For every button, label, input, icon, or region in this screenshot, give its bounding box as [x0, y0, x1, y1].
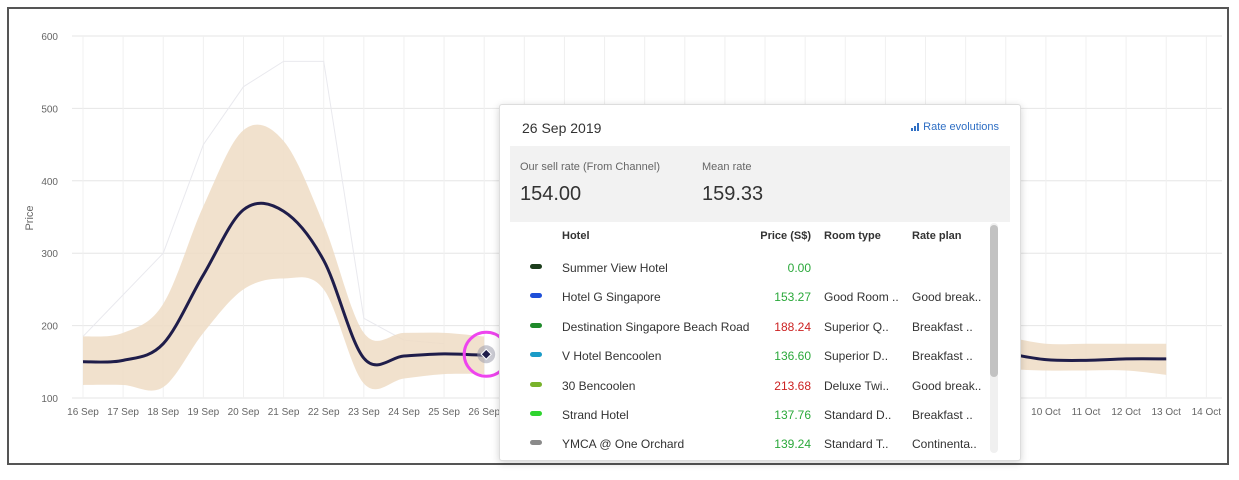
y-tick-label: 300 [41, 249, 58, 260]
y-axis-label: Price [24, 205, 36, 230]
hotel-price: 213.68 [774, 378, 811, 393]
x-tick-label: 22 Sep [308, 407, 340, 418]
hotel-price: 136.60 [774, 349, 811, 364]
room-type: Standard D.. [824, 408, 892, 422]
x-tick-label: 20 Sep [228, 407, 260, 418]
hotel-name: 30 Bencoolen [562, 378, 636, 393]
room-type: Good Room .. [824, 290, 899, 305]
x-tick-label: 23 Sep [348, 407, 380, 418]
mean-rate-label: Mean rate [702, 161, 752, 173]
x-tick-label: 10 Oct [1031, 407, 1061, 418]
y-tick-label: 100 [41, 394, 58, 405]
x-tick-label: 21 Sep [268, 407, 300, 418]
table-scrollbar[interactable] [990, 223, 998, 453]
room-type: Standard T.. [824, 437, 889, 452]
series-color-swatch [530, 322, 542, 328]
table-row: Destination Singapore Beach Road 188.24 Su… [510, 313, 988, 342]
rate-evolutions-link[interactable]: Rate evolutions [911, 121, 999, 133]
x-tick-label: 14 Oct [1192, 407, 1222, 418]
scrollbar-thumb[interactable] [990, 225, 998, 377]
series-color-swatch [530, 411, 542, 416]
sell-rate-label: Our sell rate (From Channel) [520, 161, 660, 173]
y-tick-label: 500 [41, 104, 58, 115]
header-room-type: Room type [824, 230, 881, 242]
mean-rate-value: 159.33 [702, 183, 764, 205]
x-tick-label: 19 Sep [188, 407, 220, 418]
sell-rate-value: 154.00 [520, 183, 582, 205]
sell-rate-line [82, 201, 1167, 367]
table-row: YMCA @ One Orchard 139.24 Standard T.. Cont… [510, 430, 988, 459]
rate-plan: Good break.. [912, 378, 982, 393]
rate-tooltip: 26 Sep 2019 Rate evolutions Our sell rat… [499, 104, 1021, 461]
rate-summary: Our sell rate (From Channel) 154.00 Mean… [510, 146, 1010, 222]
hotel-price: 0.00 [787, 261, 811, 275]
y-tick-label: 200 [41, 322, 58, 333]
rate-evolutions-label: Rate evolutions [923, 121, 999, 133]
x-tick-label: 26 Sep [468, 407, 500, 418]
y-tick-label: 600 [41, 32, 58, 43]
hotel-name: Strand Hotel [562, 408, 629, 422]
x-tick-label: 24 Sep [388, 407, 420, 418]
hotel-name: Destination Singapore Beach Road [562, 319, 750, 334]
table-row: V Hotel Bencoolen 136.60 Superior D.. Break… [510, 342, 988, 371]
hotel-name: Hotel G Singapore [562, 290, 661, 305]
y-tick-label: 400 [41, 177, 58, 188]
price-range-band [83, 124, 1167, 391]
series-color-swatch [530, 352, 542, 358]
header-rate-plan: Rate plan [912, 230, 962, 242]
header-price: Price (S$) [760, 230, 811, 242]
x-tick-label: 12 Oct [1111, 407, 1141, 418]
tooltip-date: 26 Sep 2019 [522, 120, 602, 136]
hotel-name: Summer View Hotel [562, 261, 668, 275]
hotel-price: 139.24 [774, 437, 811, 452]
x-tick-label: 13 Oct [1152, 407, 1182, 418]
hotel-price: 137.76 [774, 408, 811, 422]
series-color-swatch [530, 440, 542, 446]
hotel-price: 153.27 [774, 290, 811, 305]
header-hotel: Hotel [562, 230, 590, 242]
hotel-name: YMCA @ One Orchard [562, 437, 685, 452]
rate-plan: Continenta.. [912, 437, 977, 452]
table-row: Hotel G Singapore 153.27 Good Room .. Good … [510, 283, 988, 312]
series-color-swatch [530, 293, 542, 299]
series-color-swatch [530, 264, 542, 269]
table-row: 30 Bencoolen 213.68 Deluxe Twi.. Good break… [510, 372, 988, 401]
x-tick-label: 25 Sep [428, 407, 460, 418]
table-row: Summer View Hotel 0.00 [510, 254, 988, 283]
rate-plan: Breakfast .. [912, 319, 973, 334]
room-type: Superior Q.. [824, 319, 889, 334]
rate-plan: Breakfast .. [912, 349, 973, 364]
hotel-name: V Hotel Bencoolen [562, 349, 662, 364]
bar-chart-icon [911, 123, 920, 131]
rate-plan: Breakfast .. [912, 408, 973, 422]
rate-plan: Good break.. [912, 290, 982, 305]
room-type: Superior D.. [824, 349, 889, 364]
x-tick-label: 17 Sep [107, 407, 139, 418]
x-tick-label: 11 Oct [1072, 407, 1101, 418]
hover-point-marker[interactable] [480, 348, 492, 360]
room-type: Deluxe Twi.. [824, 378, 890, 393]
table-row: Strand Hotel 137.76 Standard D.. Breakfast … [510, 401, 988, 430]
x-tick-label: 18 Sep [147, 407, 179, 418]
x-tick-label: 16 Sep [67, 407, 99, 418]
competitor-line [82, 60, 445, 345]
series-color-swatch [530, 381, 542, 387]
hotel-price: 188.24 [774, 319, 811, 334]
